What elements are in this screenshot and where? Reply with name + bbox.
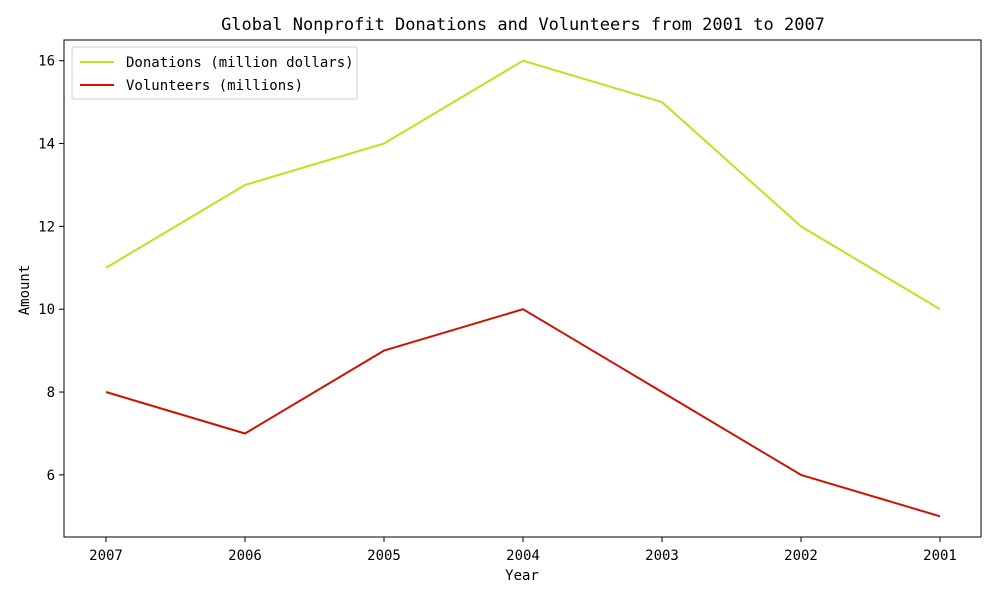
y-tick-label: 16 [38,54,55,70]
chart-title: Global Nonprofit Donations and Volunteer… [221,15,825,35]
x-axis-ticks: 2007 2006 2005 2004 2003 2002 2001 [89,537,957,564]
plot-frame [64,40,981,537]
x-axis-label: Year [505,568,539,584]
legend-label: Volunteers (millions) [126,78,303,94]
y-axis-ticks: 6 8 10 12 14 16 [38,54,64,484]
y-axis-label: Amount [17,265,33,316]
x-tick-label: 2001 [923,548,957,564]
x-tick-label: 2003 [645,548,679,564]
x-tick-label: 2004 [506,548,540,564]
series-line-volunteers [106,309,940,516]
y-tick-label: 12 [38,219,55,235]
x-tick-label: 2007 [89,548,123,564]
legend-label: Donations (million dollars) [126,55,354,71]
x-tick-label: 2006 [228,548,262,564]
x-tick-label: 2002 [784,548,818,564]
legend: Donations (million dollars) Volunteers (m… [72,47,357,99]
y-tick-label: 14 [38,137,55,153]
y-tick-label: 6 [47,468,55,484]
y-tick-label: 8 [47,385,55,401]
y-tick-label: 10 [38,302,55,318]
series-layer [106,61,940,517]
x-tick-label: 2005 [367,548,401,564]
